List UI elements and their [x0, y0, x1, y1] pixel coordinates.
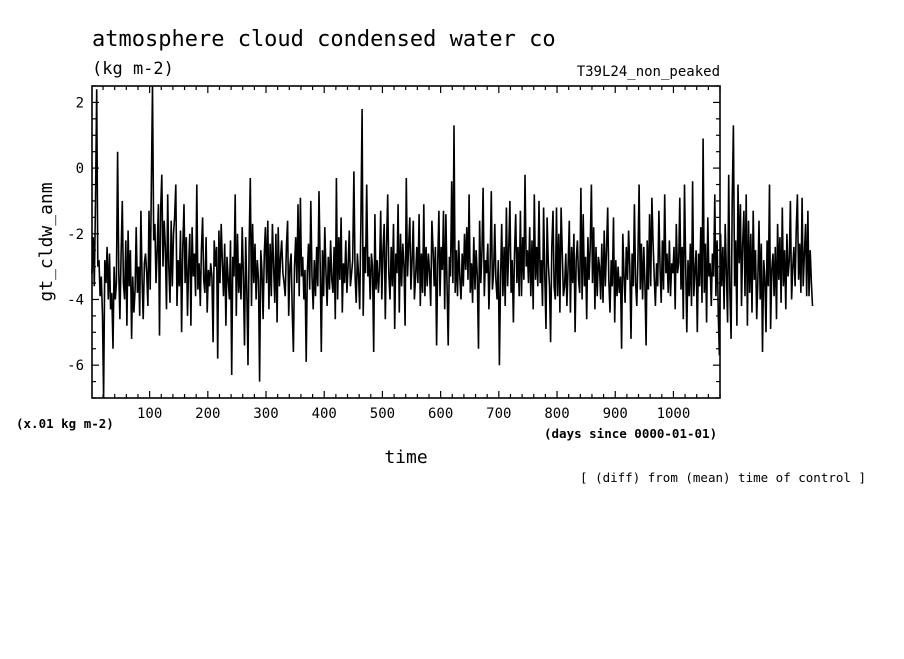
x-unit-note: (days since 0000-01-01): [544, 426, 717, 441]
x-tick-label: 600: [428, 406, 453, 422]
x-tick-label: 1000: [657, 406, 691, 422]
y-tick-label: 2: [76, 95, 84, 111]
y-tick-label: -4: [67, 292, 84, 308]
x-tick-label: 400: [312, 406, 337, 422]
x-tick-label: 300: [253, 406, 278, 422]
x-tick-label: 500: [370, 406, 395, 422]
x-axis-label: time: [384, 447, 427, 468]
plot-area: 100 200 300 400 500 600 700 800 900 1000 -6 -4 -2 0 2: [67, 85, 814, 422]
x-tick-label: 700: [486, 406, 511, 422]
series-line: [91, 85, 814, 399]
y-unit-note: (x.01 kg m-2): [16, 416, 114, 431]
footnote: [ (diff) from (mean) time of control ]: [580, 470, 866, 485]
x-axis-ticks: 100 200 300 400 500 600 700 800 900 1000: [102, 86, 721, 422]
chart-units: (kg m-2): [92, 59, 174, 79]
y-tick-label: -2: [67, 227, 84, 243]
y-axis-ticks: -6 -4 -2 0 2: [67, 85, 720, 399]
y-tick-label: -6: [67, 358, 84, 374]
x-tick-label: 200: [195, 406, 220, 422]
experiment-label: T39L24_non_peaked: [577, 64, 720, 80]
x-tick-label: 800: [544, 406, 569, 422]
y-axis-label: gt_cldw_anm: [36, 182, 57, 301]
y-tick-label: 0: [76, 161, 84, 177]
chart-title: atmosphere cloud condensed water co: [92, 27, 556, 52]
x-tick-label: 100: [137, 406, 162, 422]
x-tick-label: 900: [603, 406, 628, 422]
